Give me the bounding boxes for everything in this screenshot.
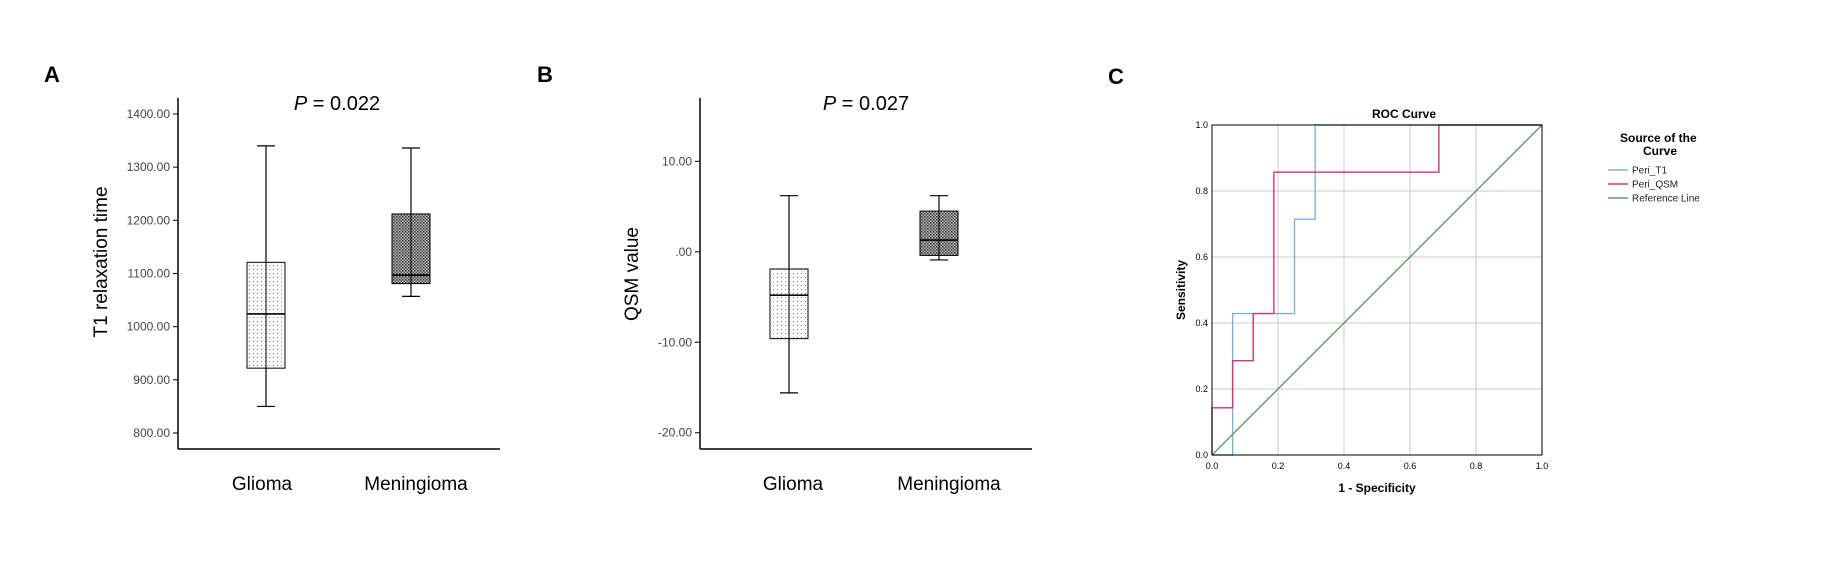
roc-series-reference-line	[1211, 124, 1543, 456]
y-axis-label-b: QSM value	[622, 227, 643, 321]
roc-x-tick-label: 0.0	[1206, 461, 1219, 471]
roc-y-tick-label: 1.0	[1195, 120, 1208, 130]
roc-x-tick-label: 1.0	[1536, 461, 1549, 471]
box-glioma-b	[769, 195, 809, 394]
roc-title: ROC Curve	[1372, 107, 1436, 121]
box-plot-a: T1 relaxation time P = 0.022 800.00 900.0…	[91, 93, 500, 495]
roc-plot-c: ROC Curve 0.00.0 0.2 0.2 0.4 0.4 0.6 0.6 0.8 0.8…	[1174, 107, 1700, 495]
category-label-meningioma-a: Meningioma	[364, 474, 468, 495]
roc-y-axis-label: Sensitivity	[1174, 260, 1188, 320]
legend-label: Reference Line	[1632, 194, 1700, 205]
roc-y-tick-label: 0.0	[1195, 450, 1208, 460]
y-tick-label-a: 1300.00	[127, 160, 171, 174]
y-axis-label-a: T1 relaxation time	[91, 186, 112, 337]
legend-entry: Reference Line	[1608, 194, 1700, 205]
y-tick-label-a: 900.00	[133, 373, 170, 387]
y-tick-label-b: -10.00	[658, 335, 692, 349]
p-value-a: P = 0.022	[294, 93, 380, 115]
box-plot-b: QSM value P = 0.027 -20.00 -10.00 .00 10.00…	[622, 93, 1032, 495]
legend-label: Peri_QSM	[1632, 180, 1678, 191]
y-tick-label-b: -20.00	[658, 426, 692, 440]
roc-y-tick-label: 0.8	[1195, 186, 1208, 196]
y-tick-label-b: 10.00	[662, 154, 692, 168]
legend-entry: Peri_QSM	[1608, 180, 1678, 191]
roc-x-tick-label: 0.8	[1470, 461, 1483, 471]
y-tick-label-a: 1000.00	[127, 320, 171, 334]
panel-label-b: B	[537, 62, 553, 87]
legend-title-line-1: Source of the	[1620, 131, 1697, 145]
category-label-meningioma-b: Meningioma	[897, 474, 1001, 495]
p-rest-b: = 0.027	[836, 93, 909, 115]
roc-y-tick-label: 0.4	[1195, 318, 1208, 328]
box-meningioma-b	[919, 195, 959, 261]
box-glioma-a	[246, 145, 286, 408]
roc-x-tick-label: 0.4	[1338, 461, 1351, 471]
panel-label-a: A	[44, 62, 60, 87]
category-label-glioma-b: Glioma	[763, 474, 824, 495]
roc-legend: Source of the Curve Peri_T1 Peri_QSM Refer…	[1608, 131, 1700, 205]
panel-label-c: C	[1108, 64, 1124, 89]
roc-x-tick-label: 0.2	[1272, 461, 1285, 471]
roc-y-tick-label: 0.2	[1195, 384, 1208, 394]
p-symbol-b: P	[823, 93, 837, 115]
y-tick-label-b: .00	[675, 245, 692, 259]
roc-series-peri-qsm	[1211, 124, 1542, 455]
y-tick-label-a: 1200.00	[127, 213, 171, 227]
roc-series-peri-t1	[1212, 124, 1542, 456]
legend-entry: Peri_T1	[1608, 166, 1667, 177]
p-value-b: P = 0.027	[823, 93, 909, 115]
y-tick-label-a: 1400.00	[127, 107, 171, 121]
legend-title-line-2: Curve	[1643, 144, 1677, 158]
roc-x-tick-label: 0.6	[1404, 461, 1417, 471]
p-rest-a: = 0.022	[307, 93, 380, 115]
legend-title: Source of the Curve	[1620, 131, 1700, 158]
box-meningioma-a	[391, 147, 431, 297]
roc-y-tick-label: 0.6	[1195, 252, 1208, 262]
roc-x-axis-label: 1 - Specificity	[1338, 481, 1416, 495]
y-tick-label-a: 800.00	[133, 426, 170, 440]
p-symbol-a: P	[294, 93, 308, 115]
y-tick-label-a: 1100.00	[128, 267, 171, 281]
category-label-glioma-a: Glioma	[232, 474, 293, 495]
roc-plot-frame	[1211, 124, 1543, 456]
legend-label: Peri_T1	[1632, 166, 1667, 177]
